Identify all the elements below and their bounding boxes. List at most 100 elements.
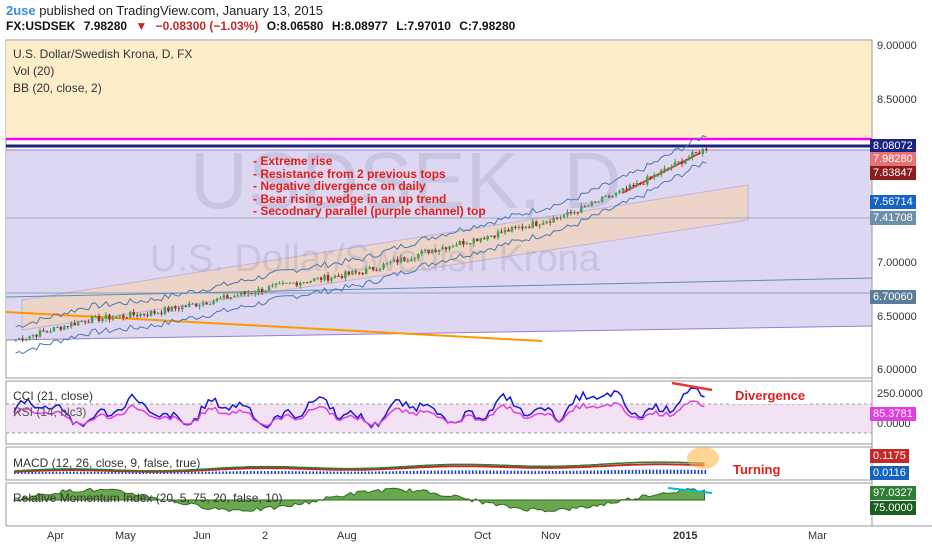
candle <box>160 312 163 314</box>
macd-bar <box>687 469 689 474</box>
macd-bar <box>676 469 679 474</box>
rmi-pane-bg <box>5 482 873 527</box>
vol-indicator-label[interactable]: Vol (20) <box>13 64 55 78</box>
time-tick: 2 <box>262 530 269 542</box>
macd-bar <box>111 471 113 474</box>
candle <box>451 246 455 248</box>
macd-bar <box>97 471 99 474</box>
time-tick: Jun <box>193 530 211 542</box>
candle <box>59 326 63 330</box>
macd-bar <box>437 470 439 474</box>
candle <box>122 315 125 318</box>
macd-bar <box>76 471 79 474</box>
macd-bar <box>461 470 464 474</box>
candle <box>125 317 129 319</box>
candle <box>142 313 146 315</box>
candle <box>271 285 274 287</box>
macd-bar <box>277 471 280 474</box>
macd-bar <box>378 471 380 474</box>
candle <box>448 246 451 250</box>
macd-bar <box>555 470 557 474</box>
candle <box>600 196 604 202</box>
macd-bar <box>190 471 193 474</box>
candle <box>45 331 49 333</box>
candle <box>476 238 479 242</box>
candle <box>552 217 555 223</box>
rmi-label[interactable]: Relative Momentum Index (20, 5, 75, 20, … <box>13 491 283 505</box>
candle <box>548 221 552 223</box>
candle <box>219 297 222 299</box>
macd-bar <box>83 471 85 474</box>
macd-bar <box>520 470 523 474</box>
candle <box>108 314 111 320</box>
macd-bar <box>701 469 703 474</box>
macd-bar <box>409 470 412 474</box>
candle <box>194 303 198 307</box>
author-link[interactable]: 2use <box>6 3 36 18</box>
divergence-line <box>671 381 713 392</box>
candle <box>573 212 576 214</box>
macd-bar <box>569 470 571 474</box>
candle <box>392 259 396 262</box>
price-tick: 6.00000 <box>877 364 917 376</box>
macd-bar <box>385 471 387 474</box>
candle <box>236 295 240 297</box>
rmi-divergence-line <box>667 487 713 494</box>
macd-bar <box>690 469 693 474</box>
symbol-label[interactable]: FX:USDSEK <box>6 19 76 33</box>
macd-bar <box>260 470 262 474</box>
macd-bar <box>614 470 616 474</box>
time-tick: Oct <box>474 530 492 542</box>
macd-bar <box>531 470 533 474</box>
rmi-area <box>13 487 706 513</box>
candle <box>21 338 24 341</box>
macd-bar <box>48 471 51 474</box>
macd-bar <box>322 471 325 474</box>
change-value: −0.08300 (−1.03%) <box>155 19 259 33</box>
candle <box>76 321 80 326</box>
publish-line: 2use published on TradingView.com, Janua… <box>6 3 323 18</box>
macd-bar <box>104 471 106 474</box>
macd-bar <box>610 470 613 474</box>
candle <box>503 229 507 233</box>
price-tag-resistance: 8.08072 <box>870 139 916 153</box>
macd-bar <box>204 471 207 474</box>
macd-bar <box>565 470 568 474</box>
macd-bar <box>194 471 197 474</box>
macd-bar <box>472 470 474 474</box>
candle <box>666 168 670 170</box>
candle <box>83 321 87 323</box>
macd-label[interactable]: MACD (12, 26, close, 9, false, true) <box>13 456 201 470</box>
high-value: H:8.08977 <box>331 19 388 33</box>
rsi-label[interactable]: RSI (14, hlc3) <box>13 405 87 419</box>
price-tag-last: 7.98280 <box>870 152 916 166</box>
macd-bar <box>586 470 589 474</box>
macd-bar <box>79 471 82 474</box>
bb-indicator-label[interactable]: BB (20, close, 2) <box>13 81 102 95</box>
candle <box>677 161 680 163</box>
macd-bar <box>284 471 287 474</box>
time-tick: Aug <box>337 530 357 542</box>
candle <box>205 302 208 305</box>
macd-bar <box>694 469 696 474</box>
down-arrow-icon: ▼ <box>135 19 148 33</box>
candle <box>389 261 392 263</box>
macd-bar <box>361 471 363 474</box>
cci-label[interactable]: CCI (21, close) <box>13 389 94 403</box>
macd-bar <box>454 470 457 474</box>
macd-bar <box>642 469 644 474</box>
candle <box>361 272 364 275</box>
candle <box>583 206 587 208</box>
candle <box>288 282 292 284</box>
candle <box>246 293 250 295</box>
candle <box>569 211 573 214</box>
candle <box>493 235 496 238</box>
publish-text: published on TradingView.com, January 13… <box>35 3 324 18</box>
candle <box>649 176 652 178</box>
turning-annotation: Turning <box>729 461 785 478</box>
time-tick: May <box>115 530 136 542</box>
candle <box>326 275 330 281</box>
macd-bar <box>145 472 148 474</box>
macd-bar <box>534 470 537 474</box>
